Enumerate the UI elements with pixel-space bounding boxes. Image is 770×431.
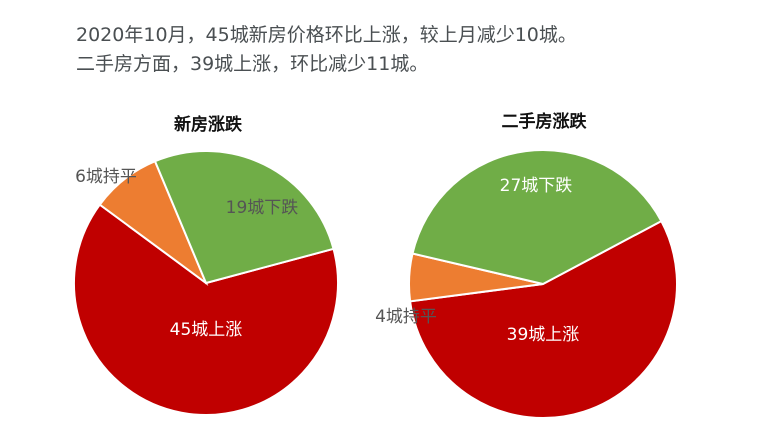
resale-home-slice-label-1: 4城持平 bbox=[375, 307, 437, 327]
resale-home-slice-0 bbox=[408, 219, 678, 419]
resale-home-chart-title: 二手房涨跌 bbox=[501, 112, 587, 132]
headline-line-1: 2020年10月，45城新房价格环比上涨，较上月减少10城。 bbox=[76, 24, 577, 46]
resale-home-slice-2 bbox=[411, 149, 663, 286]
resale-home-slice-label-0: 39城上涨 bbox=[507, 325, 580, 345]
headline-line-2: 二手房方面，39城上涨，环比减少11城。 bbox=[76, 53, 429, 75]
new-home-slice-label-0: 45城上涨 bbox=[170, 320, 243, 340]
new-home-chart-title: 新房涨跌 bbox=[174, 115, 242, 135]
resale-home-slice-label-2: 27城下跌 bbox=[500, 176, 573, 196]
new-home-slice-0 bbox=[73, 203, 339, 416]
new-home-slice-2 bbox=[153, 150, 335, 285]
new-home-slice-label-1: 6城持平 bbox=[75, 167, 137, 187]
new-home-slice-label-2: 19城下跌 bbox=[226, 198, 299, 218]
